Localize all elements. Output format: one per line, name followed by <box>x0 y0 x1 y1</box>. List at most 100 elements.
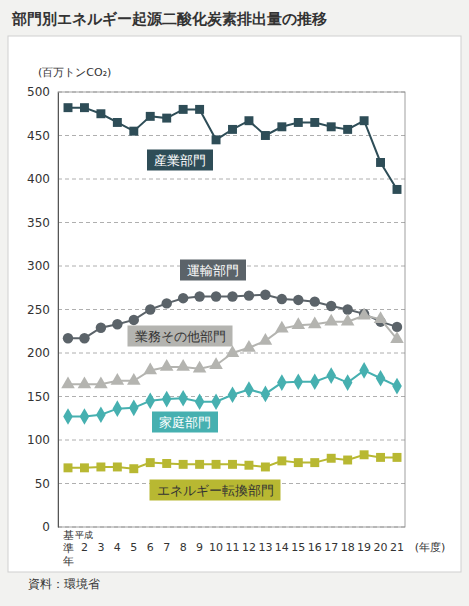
series-marker <box>113 400 123 417</box>
series-marker <box>63 333 73 343</box>
series-marker <box>78 376 92 388</box>
y-tick: 0 <box>42 520 58 534</box>
series-marker <box>195 393 205 410</box>
series-marker <box>277 374 287 391</box>
series-marker <box>209 357 223 369</box>
series-marker <box>143 363 157 375</box>
y-tick: 300 <box>27 259 58 273</box>
x-tick-label: 4 <box>114 541 121 554</box>
y-tick-label: 450 <box>27 129 50 143</box>
x-axis: 基準年平成23456789101112131415161718192021 <box>63 529 405 568</box>
series-marker <box>357 308 371 320</box>
series-marker <box>80 408 90 425</box>
series-marker <box>392 322 402 332</box>
series-marker <box>63 408 73 425</box>
x-tick-label: 10 <box>209 541 223 554</box>
series-marker <box>277 294 287 304</box>
series-marker <box>326 301 336 311</box>
series-marker <box>275 321 289 333</box>
title: 部門別エネルギー起源二酸化炭素排出量の推移 <box>11 10 327 28</box>
series-marker <box>129 464 138 473</box>
background <box>0 0 469 606</box>
series-label-box <box>150 480 281 501</box>
y-tick-label: 50 <box>35 477 50 491</box>
y-tick: 200 <box>27 346 58 360</box>
series-marker <box>96 323 106 333</box>
series-marker <box>61 376 75 388</box>
x-tick-label: 14 <box>275 541 289 554</box>
series-marker <box>341 314 355 326</box>
series-marker <box>129 399 139 416</box>
plot-frame <box>58 92 405 527</box>
x-tick-label: 20 <box>374 541 388 554</box>
series-marker <box>161 298 171 308</box>
y-tick: 500 <box>27 85 58 99</box>
series-marker <box>292 317 306 329</box>
series-marker <box>111 373 125 385</box>
series-marker <box>112 319 122 329</box>
series-marker <box>277 456 286 465</box>
series-marker <box>294 458 303 467</box>
series-marker <box>145 393 155 410</box>
x-tick-label: 6 <box>147 541 154 554</box>
series-marker <box>178 293 188 303</box>
series-label-text: 業務その他部門 <box>135 329 226 344</box>
series-marker <box>244 461 253 470</box>
x-tick-label: 13 <box>258 541 272 554</box>
y-tick: 350 <box>27 216 58 230</box>
series-marker <box>145 304 155 314</box>
series-marker <box>146 112 155 121</box>
series-marker <box>228 386 238 403</box>
series-marker <box>160 359 174 371</box>
series-label-box <box>128 326 233 347</box>
series-marker <box>64 103 73 112</box>
series-marker <box>226 345 240 357</box>
x-tick-label: 7 <box>163 541 170 554</box>
series-marker <box>293 373 303 390</box>
series-marker <box>211 393 221 410</box>
x-tick-label: 21 <box>390 541 404 554</box>
series-marker <box>80 103 89 112</box>
panel <box>8 36 461 572</box>
x-tick-label: 平成2 <box>75 530 93 554</box>
x-tick-label: 8 <box>180 541 187 554</box>
y-tick: 50 <box>35 477 58 491</box>
series-marker <box>113 462 122 471</box>
series-marker <box>96 462 105 471</box>
series-marker <box>96 406 106 423</box>
series-label-text: エネルギー転換部門 <box>157 483 274 498</box>
x-tick-label: 基準年 <box>63 529 74 568</box>
series-marker <box>343 374 353 391</box>
series-marker <box>324 314 338 326</box>
series-label: 運輸部門 <box>180 260 246 281</box>
series-marker <box>244 381 254 398</box>
series-marker <box>260 290 270 300</box>
series-line <box>68 370 397 416</box>
series-marker <box>212 460 221 469</box>
y-tick-label: 100 <box>27 433 50 447</box>
series-marker <box>360 450 369 459</box>
series-marker <box>79 333 89 343</box>
series-label: 業務その他部門 <box>128 326 233 347</box>
x-tick-label: 3 <box>97 541 104 554</box>
series-marker <box>342 304 352 314</box>
series-marker <box>242 340 256 352</box>
series-marker <box>327 454 336 463</box>
series-marker <box>376 158 385 167</box>
y-tick-label: 250 <box>27 303 50 317</box>
y-tick: 100 <box>27 433 58 447</box>
series-marker <box>64 463 73 472</box>
series-marker <box>294 118 303 127</box>
series-marker <box>227 291 237 301</box>
series-marker <box>176 359 190 371</box>
series-marker <box>393 185 402 194</box>
y-axis-title: (百万トンCO₂) <box>38 66 111 79</box>
series-labels: 産業部門運輸部門業務その他部門家庭部門エネルギー転換部門 <box>128 150 281 501</box>
series-marker <box>162 114 171 123</box>
series-marker <box>310 296 320 306</box>
series-marker <box>359 362 369 379</box>
series-marker <box>96 109 105 118</box>
grid-line <box>58 179 405 180</box>
series-marker <box>308 316 322 328</box>
series-marker <box>376 370 386 387</box>
